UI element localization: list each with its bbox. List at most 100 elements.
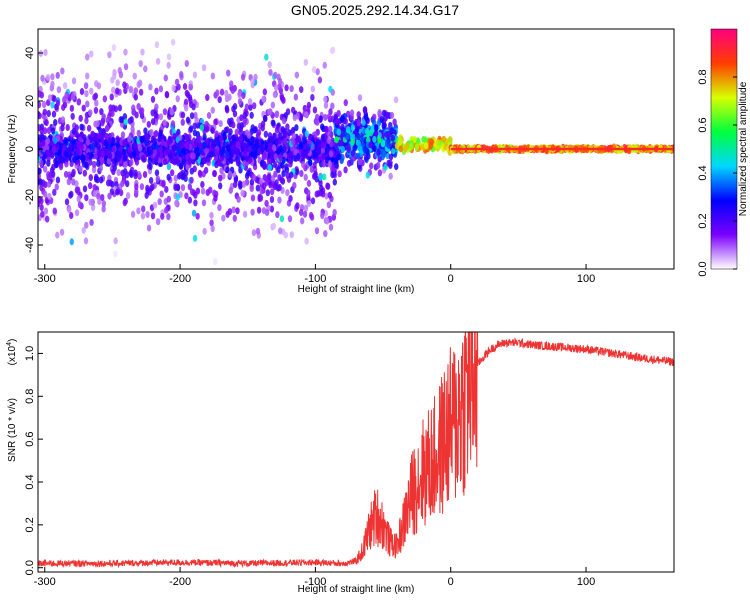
heatmap-cell [154,169,160,177]
heatmap-cell [84,161,89,169]
heatmap-cell [330,46,336,54]
heatmap-cell [54,103,59,111]
heatmap-cell [306,101,312,109]
heatmap-cell [388,172,393,180]
heatmap-cell [227,117,232,125]
colorbar-gradient [710,28,738,270]
heatmap-cell [160,212,165,220]
heatmap-cell [83,237,89,245]
heatmap-cell [143,65,148,73]
heatmap-cell [78,114,83,122]
heatmap-cell [151,143,156,151]
heatmap-cell [372,135,377,143]
colorbar-tick-label: 0.6 [697,117,709,132]
heatmap-cell [227,208,233,216]
heatmap-cell [372,113,377,121]
heatmap-cells [38,38,674,266]
heatmap-cell [71,168,76,176]
heatmap-cell [179,70,184,78]
heatmap-cell [97,197,102,205]
heatmap-cell [169,108,175,116]
heatmap-cell [281,117,287,125]
spectrogram-x-axis: -300 -200 -100 0 100 [34,264,595,285]
heatmap-cell [291,132,297,140]
heatmap-cell [146,120,152,128]
heatmap-cell [120,131,126,139]
y-tick-label: 0 [24,146,36,152]
heatmap-cell [284,84,289,92]
heatmap-cell [96,149,102,157]
heatmap-cell [172,132,177,140]
heatmap-cell [303,58,308,66]
heatmap-cell [136,103,141,111]
heatmap-cell [47,94,53,102]
heatmap-cell [251,143,256,151]
heatmap-cell [301,161,306,169]
heatmap-cell [41,101,47,109]
colorbar-tick-label: 0.8 [697,69,709,84]
heatmap-cell [118,189,124,197]
heatmap-cell [191,152,196,160]
heatmap-cell [267,61,272,69]
heatmap-cell [272,132,277,140]
heatmap-cell [250,124,255,132]
heatmap-cell [42,108,48,116]
heatmap-cell [377,155,382,163]
heatmap-cell [391,147,396,155]
heatmap-cell [392,118,397,126]
heatmap-cell [262,150,267,158]
heatmap-cell [355,152,361,160]
heatmap-cell [281,170,286,178]
heatmap-cell [303,173,308,181]
heatmap-cell [84,111,90,119]
heatmap-cell [99,155,105,163]
heatmap-cell [340,154,345,162]
heatmap-cell [163,74,168,82]
heatmap-cell [249,111,254,119]
heatmap-cell [102,95,108,103]
heatmap-cell [221,214,226,222]
heatmap-cell [168,151,173,159]
heatmap-cell [242,210,248,218]
heatmap-cell [122,81,127,89]
heatmap-cell [321,152,326,160]
heatmap-cell [281,96,286,104]
heatmap-cell [189,176,194,184]
heatmap-cell [71,138,77,146]
heatmap-cell [55,176,61,184]
heatmap-cell [92,93,97,101]
heatmap-cell [162,108,168,116]
heatmap-cell [150,212,156,220]
heatmap-cell [178,162,184,170]
heatmap-cell [423,142,429,150]
heatmap-cell [178,140,183,148]
heatmap-cell [123,161,128,169]
heatmap-cell [268,68,273,76]
heatmap-cell [183,104,189,112]
heatmap-cell [231,206,236,214]
heatmap-cell [315,68,320,76]
heatmap-cell [292,154,298,162]
y-tick-label: 0.8 [24,389,36,404]
heatmap-cell [142,170,148,178]
heatmap-cell [69,212,74,220]
heatmap-cell [158,85,164,93]
heatmap-cell [111,86,116,94]
heatmap-cell [397,139,403,147]
heatmap-cell [88,174,93,182]
heatmap-cell [320,133,326,141]
heatmap-cell [140,48,145,56]
heatmap-cell [189,167,195,175]
heatmap-cell [166,163,172,171]
heatmap-cell [328,125,333,133]
heatmap-cell [312,106,318,114]
heatmap-cell [154,41,160,49]
heatmap-cell [276,147,281,155]
heatmap-cell [277,137,282,145]
heatmap-cell [163,206,169,214]
heatmap-cell [357,158,362,166]
heatmap-cell [85,53,90,61]
heatmap-cell [259,144,264,152]
heatmap-cell [385,140,390,148]
heatmap-cell [361,119,366,127]
